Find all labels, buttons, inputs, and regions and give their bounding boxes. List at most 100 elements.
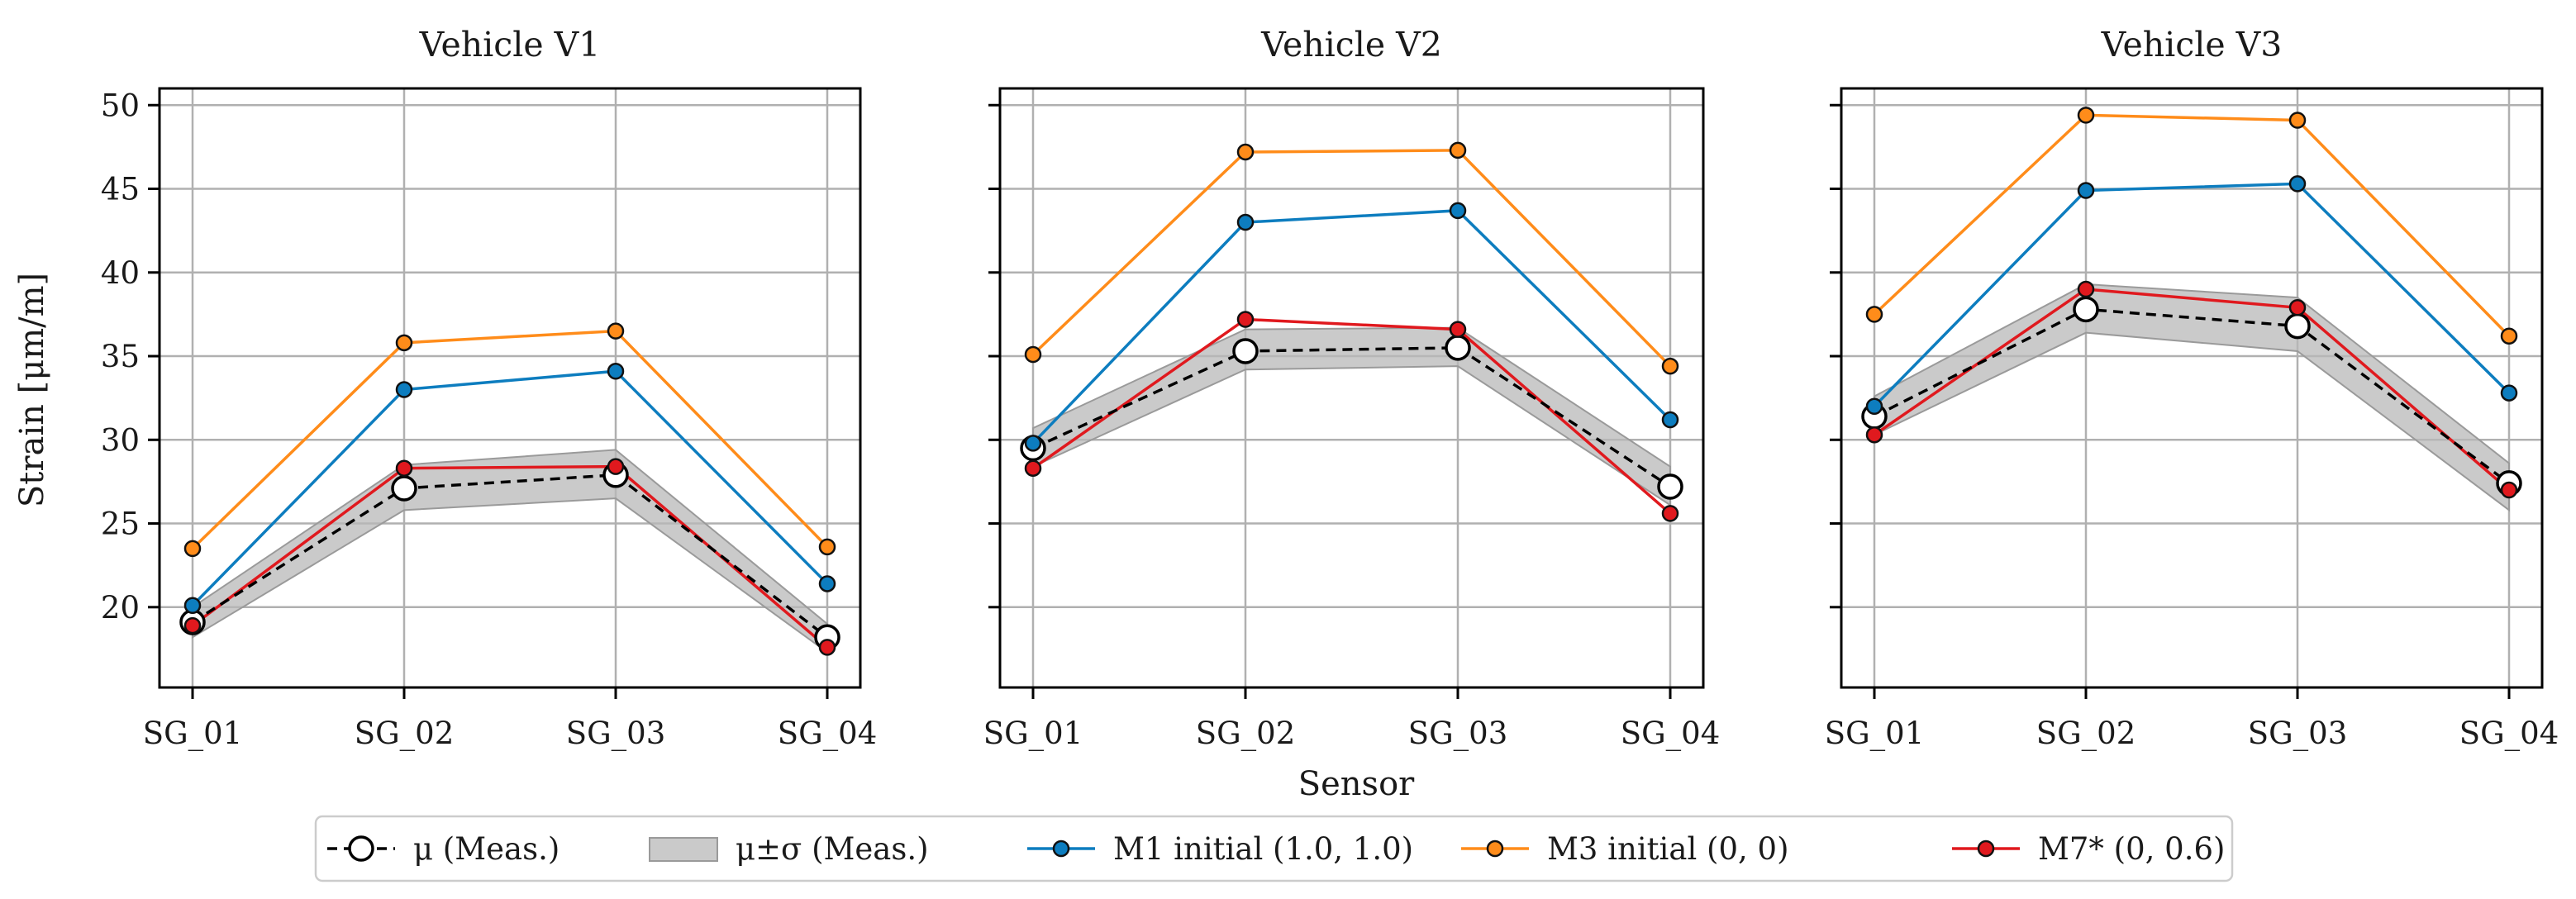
point-m7 bbox=[2500, 481, 2518, 499]
point-m7 bbox=[818, 639, 836, 656]
point-mu bbox=[391, 475, 417, 502]
axes-frame bbox=[998, 87, 1705, 689]
x-tick-label: SG_02 bbox=[1196, 716, 1296, 752]
point-m1 bbox=[2288, 175, 2307, 193]
x-tick-label: SG_04 bbox=[1621, 716, 1721, 752]
legend-entry-m7: M7* (0, 0.6) bbox=[1952, 831, 2225, 867]
point-m3 bbox=[1449, 141, 1467, 159]
legend-label: M1 initial (1.0, 1.0) bbox=[1113, 831, 1413, 867]
legend-entry-m3: M3 initial (0, 0) bbox=[1461, 831, 1789, 867]
series-line-m1 bbox=[191, 369, 829, 606]
series-line-m7 bbox=[1031, 317, 1672, 515]
series-line-mu bbox=[192, 473, 829, 639]
panel-title: Vehicle V3 bbox=[2101, 25, 2283, 64]
point-m3 bbox=[183, 540, 202, 558]
legend-swatch-marker bbox=[1486, 840, 1504, 858]
point-m7 bbox=[1865, 426, 1883, 444]
point-m7 bbox=[183, 616, 202, 635]
y-tick-label: 30 bbox=[101, 422, 140, 458]
point-m1 bbox=[1024, 435, 1042, 452]
series-line-m3 bbox=[1031, 149, 1672, 368]
point-m1 bbox=[1449, 202, 1467, 220]
legend: μ (Meas.) μ±σ (Meas.) M1 initial (1.0, 1.0… bbox=[314, 815, 2234, 882]
series-line-m3 bbox=[1873, 113, 2511, 337]
panel-2: SG_01 SG_02 SG_03 SG_04 Vehicle V2 bbox=[983, 25, 1721, 752]
point-mu bbox=[1445, 335, 1471, 361]
panel-title: Vehicle V1 bbox=[419, 25, 601, 64]
legend-label: μ±σ (Meas.) bbox=[736, 831, 929, 867]
point-m1 bbox=[607, 362, 625, 380]
x-tick-label: SG_01 bbox=[1825, 716, 1925, 752]
panel-title: Vehicle V2 bbox=[1260, 25, 1442, 64]
point-m1 bbox=[1865, 397, 1883, 416]
point-m1 bbox=[1236, 213, 1255, 231]
x-tick-label: SG_02 bbox=[355, 716, 455, 752]
x-tick-label: SG_01 bbox=[983, 716, 1083, 752]
y-tick-label: 50 bbox=[101, 88, 140, 123]
x-tick-label: SG_04 bbox=[778, 716, 878, 752]
y-tick-label: 35 bbox=[101, 339, 140, 374]
y-axis-label: Strain [μm/m] bbox=[13, 273, 51, 507]
point-m3 bbox=[818, 538, 836, 556]
y-tick-label: 25 bbox=[101, 507, 140, 542]
point-mu bbox=[1657, 473, 1683, 500]
point-m3 bbox=[1024, 345, 1042, 364]
y-tick-label: 20 bbox=[101, 590, 140, 625]
legend-swatch-band bbox=[649, 837, 718, 862]
x-axis-label: Sensor bbox=[1298, 765, 1415, 803]
x-tick-label: SG_03 bbox=[1408, 716, 1508, 752]
x-tick-label: SG_03 bbox=[2248, 716, 2348, 752]
series-line-m1 bbox=[1873, 182, 2511, 408]
point-m1 bbox=[1661, 411, 1679, 429]
point-m7 bbox=[2288, 299, 2307, 316]
point-m1 bbox=[818, 575, 836, 592]
y-tick-label: 45 bbox=[101, 172, 140, 207]
axes-frame bbox=[158, 87, 862, 689]
legend-label: M3 initial (0, 0) bbox=[1547, 831, 1789, 867]
point-m3 bbox=[2077, 107, 2095, 124]
legend-entry-mu: μ (Meas.) bbox=[327, 831, 559, 867]
series-line-mu bbox=[1032, 346, 1671, 488]
point-m3 bbox=[1661, 357, 1679, 375]
panels: 20 25 30 35 40 45 50 SG_01 SG_02 SG_03 SG_04 Vehicl… bbox=[101, 25, 2559, 752]
x-tick-label: SG_04 bbox=[2459, 716, 2559, 752]
sigma-band bbox=[1874, 283, 2510, 512]
legend-entry-m1: M1 initial (1.0, 1.0) bbox=[1027, 831, 1413, 867]
point-mu bbox=[1232, 338, 1259, 364]
series-line-mu bbox=[1874, 307, 2511, 485]
series-line-m3 bbox=[191, 329, 829, 550]
point-m7 bbox=[607, 458, 625, 475]
axes-frame bbox=[1840, 87, 2544, 689]
legend-swatch-marker bbox=[1977, 840, 1995, 858]
point-m1 bbox=[2077, 182, 2095, 199]
point-m3 bbox=[1865, 306, 1883, 323]
point-m1 bbox=[183, 597, 202, 615]
point-m7 bbox=[1449, 321, 1467, 338]
point-m7 bbox=[395, 459, 413, 477]
point-m3 bbox=[1236, 143, 1255, 161]
point-m1 bbox=[395, 381, 413, 398]
legend-swatch-marker bbox=[1052, 840, 1070, 858]
point-m7 bbox=[1236, 311, 1255, 328]
panel-3: SG_01 SG_02 SG_03 SG_04 Vehicle V3 bbox=[1825, 25, 2559, 752]
point-m7 bbox=[1024, 459, 1042, 477]
legend-entry-band: μ±σ (Meas.) bbox=[649, 831, 929, 867]
point-m3 bbox=[395, 334, 413, 352]
x-tick-label: SG_03 bbox=[566, 716, 666, 752]
point-m7 bbox=[1661, 505, 1679, 522]
point-m7 bbox=[2077, 280, 2095, 298]
x-tick-label: SG_01 bbox=[143, 716, 243, 752]
point-m3 bbox=[2500, 327, 2518, 345]
panel-1: 20 25 30 35 40 45 50 SG_01 SG_02 SG_03 SG_04 Vehicl… bbox=[101, 25, 877, 752]
legend-label: μ (Meas.) bbox=[413, 831, 559, 867]
legend-label: M7* (0, 0.6) bbox=[2038, 831, 2225, 867]
y-tick-label: 40 bbox=[101, 255, 140, 291]
series-line-m1 bbox=[1031, 209, 1672, 445]
point-m3 bbox=[607, 322, 625, 340]
x-tick-label: SG_02 bbox=[2036, 716, 2136, 752]
point-m3 bbox=[2288, 112, 2307, 129]
point-m1 bbox=[2500, 384, 2518, 402]
legend-box bbox=[314, 815, 2234, 882]
point-mu bbox=[2284, 312, 2311, 340]
